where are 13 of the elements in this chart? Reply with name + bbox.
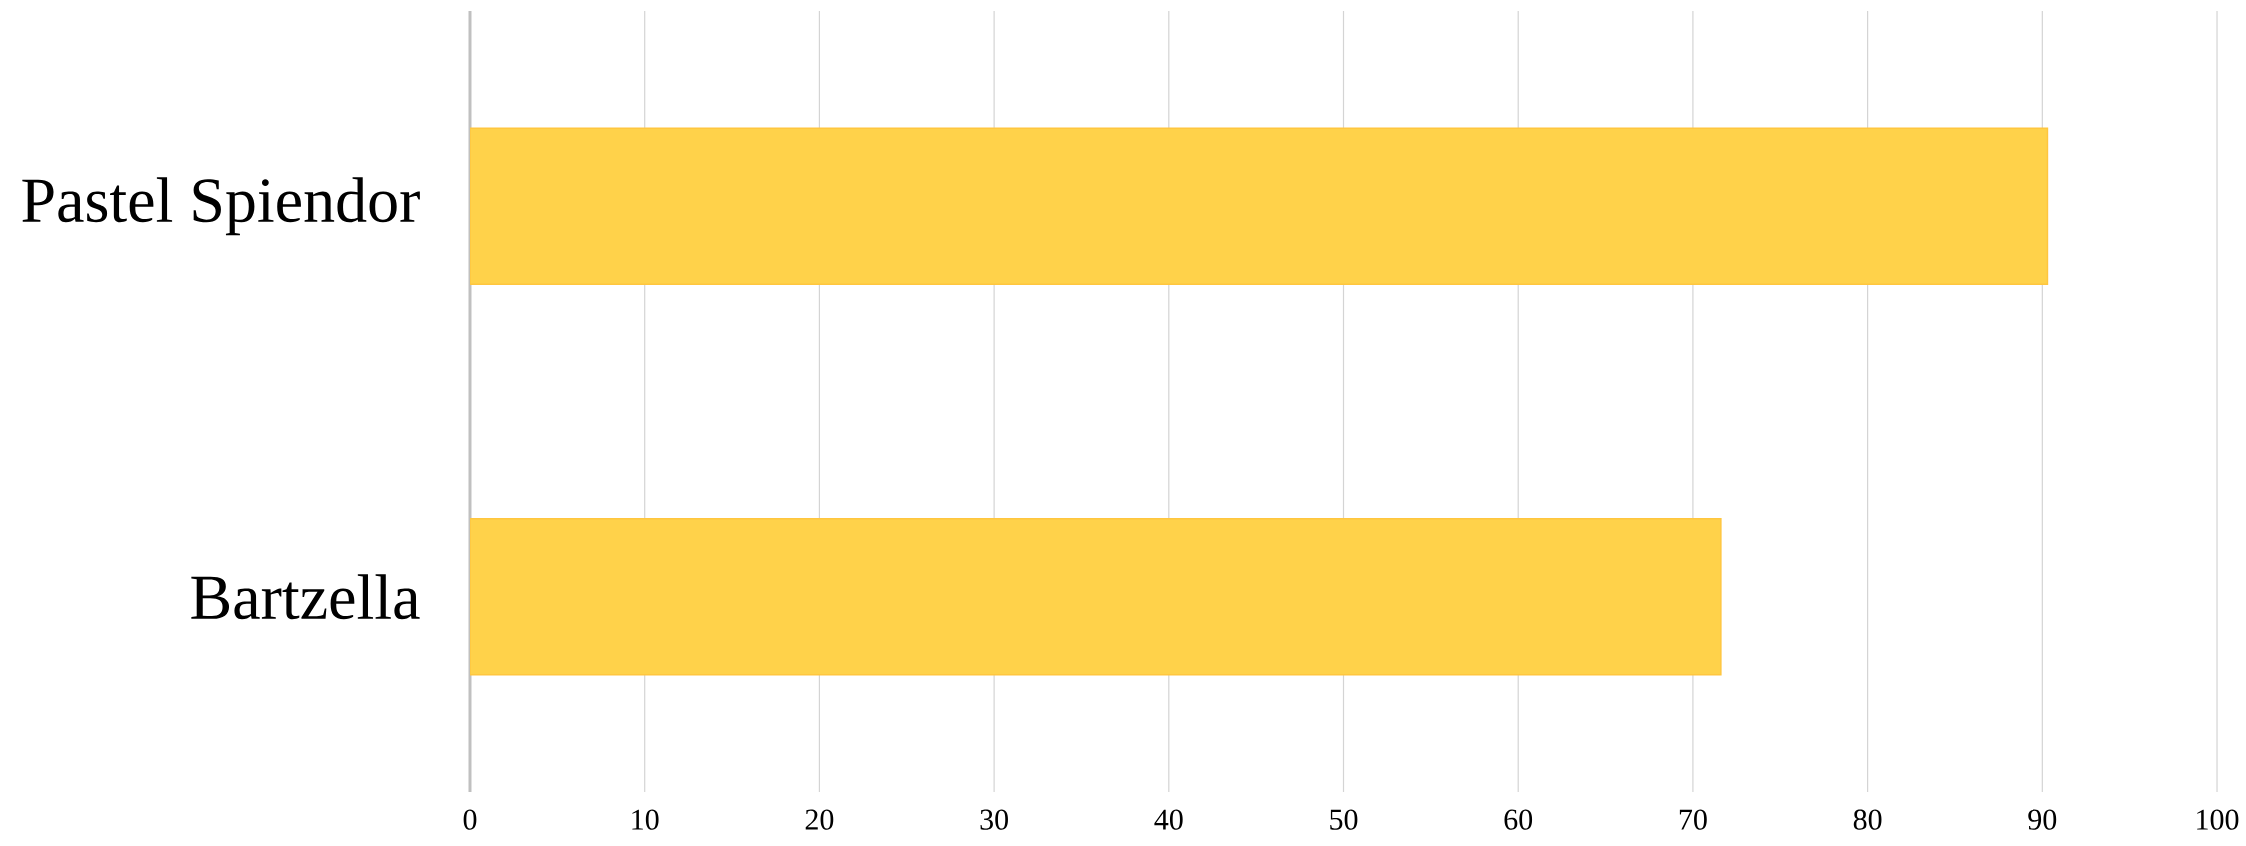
x-tick-label: 60	[1504, 809, 1533, 830]
x-tick-label: 50	[1330, 809, 1358, 830]
x-tick-label: 10	[632, 809, 659, 830]
x-tick-label: 40	[1154, 809, 1183, 830]
x-tick-label: 80	[1853, 809, 1882, 830]
x-tick-label: 30	[980, 809, 1008, 830]
y-tick-label: Bartzella	[191, 574, 420, 620]
x-tick-label: 100	[2197, 809, 2239, 830]
x-tick-label: 90	[2028, 809, 2057, 830]
y-tick-label: Pastel Spiendor	[22, 177, 420, 236]
x-tick-label: 20	[805, 809, 834, 830]
x-tick-label: 0	[463, 809, 477, 830]
x-tick-label: 70	[1679, 809, 1707, 830]
